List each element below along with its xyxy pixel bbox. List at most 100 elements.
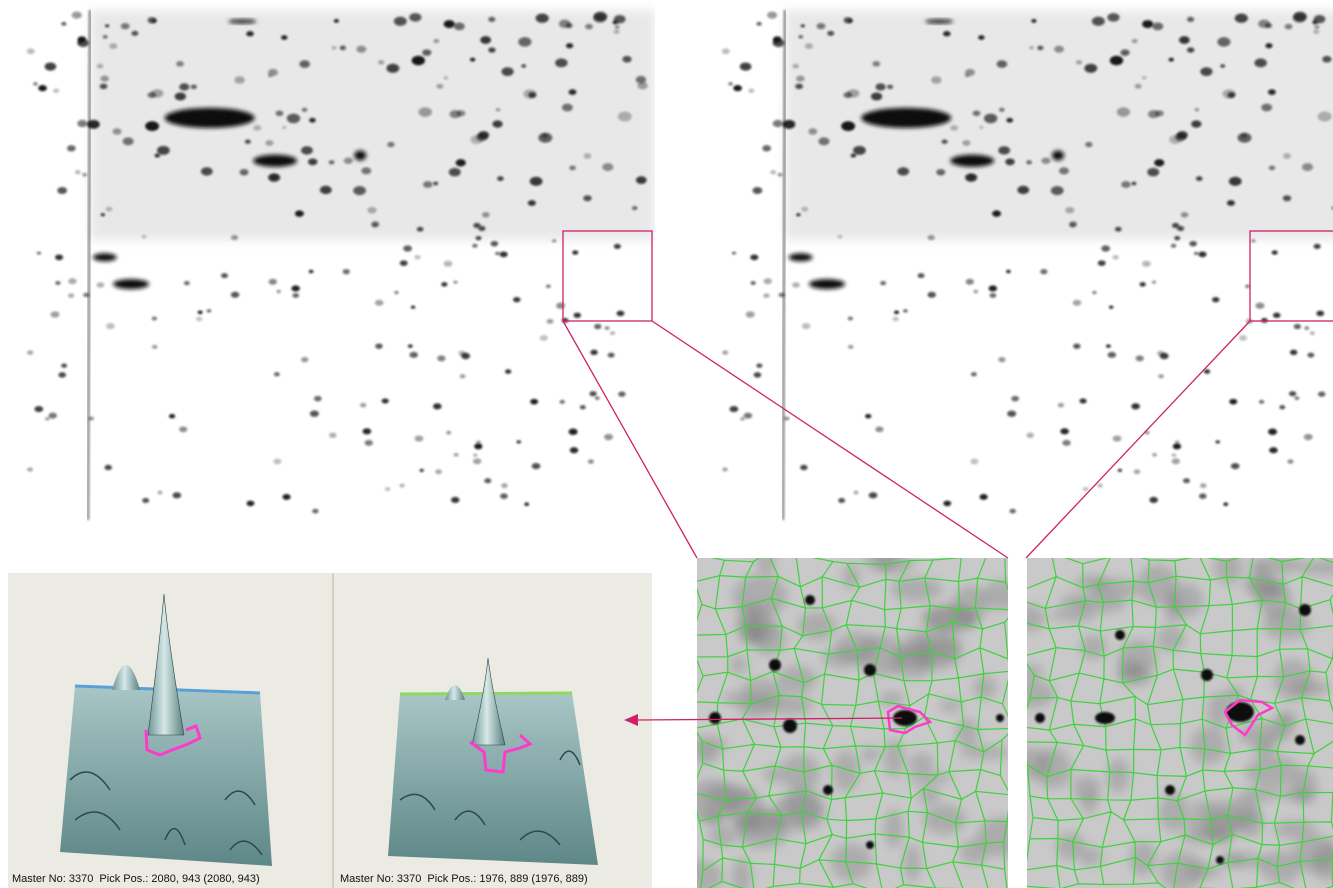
gel-spot — [1152, 22, 1163, 30]
gel-spot — [97, 64, 104, 69]
gel-spot — [274, 372, 280, 376]
gel-spot — [58, 372, 66, 377]
gel-spot — [152, 345, 158, 349]
gel-spot — [513, 297, 521, 302]
zoom-spot — [866, 841, 874, 849]
gel-spot — [394, 291, 398, 294]
gel-spot — [1310, 331, 1315, 335]
gel-spot — [1265, 43, 1272, 48]
gel-spot — [400, 484, 405, 488]
gel-spot — [1191, 120, 1201, 127]
gel-spot — [501, 483, 508, 488]
gel-spot — [733, 85, 742, 91]
gel-spot — [1083, 487, 1089, 491]
gel-spot — [1254, 58, 1266, 67]
gel-spot — [253, 155, 297, 167]
gel-spot — [68, 278, 76, 284]
gel-spot — [1040, 269, 1047, 274]
gel-spot — [590, 350, 597, 355]
gel-spot — [148, 92, 157, 98]
gel-spot — [1101, 245, 1110, 251]
gel-spot — [1183, 478, 1190, 483]
gel-spot — [1142, 76, 1146, 79]
gel-spot — [841, 121, 855, 131]
gel-spot — [546, 285, 551, 288]
gel-spot — [291, 285, 300, 291]
zoom-blob — [1081, 791, 1098, 813]
gel-spot — [1198, 251, 1206, 257]
gel-spot — [989, 285, 998, 291]
gel-spot — [172, 492, 181, 498]
gel-spot — [1294, 324, 1301, 329]
gel-spot — [1073, 300, 1082, 306]
gel-spot — [375, 344, 382, 349]
gel-spot — [763, 293, 769, 298]
gel-spot — [1054, 46, 1064, 53]
gel-spot — [480, 36, 491, 44]
gel-spot — [329, 433, 337, 438]
gel-spot — [403, 245, 412, 251]
gel-spot — [113, 279, 149, 289]
gel-spot — [555, 58, 567, 67]
gel-spot — [614, 244, 621, 249]
gel-spot — [103, 35, 108, 38]
gel-spot — [861, 108, 951, 128]
gel-spot — [773, 36, 781, 42]
zoom-blob — [908, 753, 935, 773]
gel-spot — [1259, 400, 1264, 404]
gel-spot — [1065, 207, 1074, 213]
zoom-blob — [1074, 575, 1110, 590]
gel-spot — [1314, 25, 1319, 29]
gel-spot — [1285, 24, 1293, 30]
gel-spot — [1106, 344, 1111, 348]
gel-spot — [310, 410, 319, 416]
gel-spot — [1135, 84, 1142, 89]
gel-spot — [978, 35, 984, 40]
gel-spot — [78, 36, 86, 42]
gel-spot — [329, 160, 335, 164]
gel-spot — [1196, 176, 1203, 181]
gel-spot — [618, 392, 625, 397]
gel-spot — [796, 213, 800, 216]
gel-spot — [1142, 20, 1153, 28]
gel-spot — [632, 206, 638, 210]
gel-spot — [415, 435, 424, 441]
zoom-spot — [823, 785, 833, 795]
gel-spot — [1051, 186, 1064, 195]
gel-spot — [245, 139, 251, 143]
gel-spot — [1121, 181, 1131, 188]
gel-spot — [505, 369, 511, 374]
gel-spot — [145, 121, 159, 131]
gel-spot — [422, 49, 431, 55]
gel-spot — [801, 207, 808, 212]
gel-spot — [191, 85, 197, 89]
zoom-blob — [1290, 680, 1331, 696]
gel-spot — [433, 182, 438, 186]
gel-spot — [604, 434, 613, 440]
gel-spot — [411, 306, 415, 309]
gel-spot — [1026, 160, 1032, 164]
zoom-panel-left — [675, 546, 1027, 888]
zoom-blob — [918, 786, 941, 804]
gel-spot — [409, 352, 418, 358]
gel-spot — [1255, 302, 1264, 308]
gel-spot — [1107, 13, 1119, 22]
gel-spot — [928, 292, 936, 298]
gel-spot — [1199, 493, 1207, 498]
gel-spot — [750, 254, 758, 260]
gel-spot — [974, 290, 978, 293]
gel-spot — [314, 396, 322, 402]
gel-spot — [570, 447, 579, 453]
gel-spot — [854, 491, 859, 494]
zoom-blob — [1260, 851, 1301, 883]
gel-spot — [588, 459, 594, 463]
gel-spot — [1026, 433, 1034, 438]
gel-spot — [618, 112, 632, 122]
gel-spot — [169, 414, 175, 418]
gel-spot — [965, 74, 969, 77]
gel-spot — [918, 273, 925, 278]
gel-spot — [1132, 39, 1138, 43]
gel-spot — [87, 120, 100, 129]
gel-spot — [875, 83, 885, 90]
gel-spot — [437, 355, 445, 361]
